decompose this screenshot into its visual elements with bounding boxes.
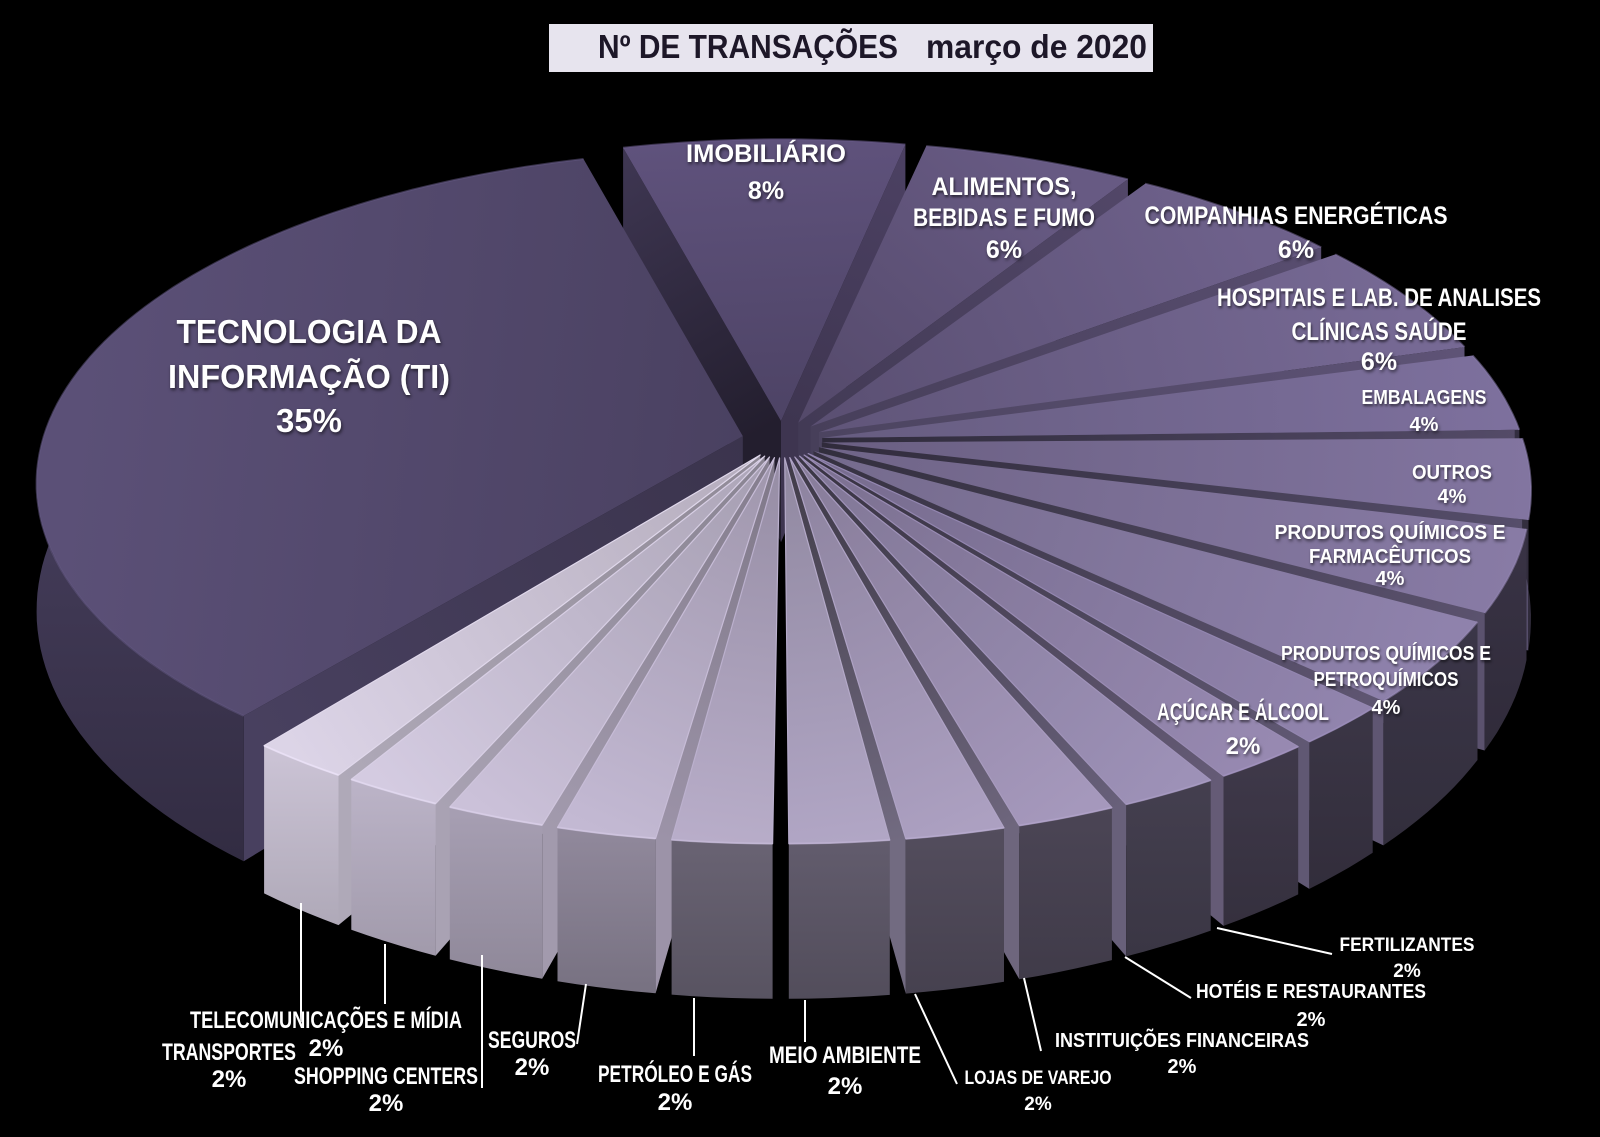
svg-text:Nº DE TRANSAÇÕES: Nº DE TRANSAÇÕES [598,28,898,65]
svg-text:março de 2020: março de 2020 [926,28,1147,65]
